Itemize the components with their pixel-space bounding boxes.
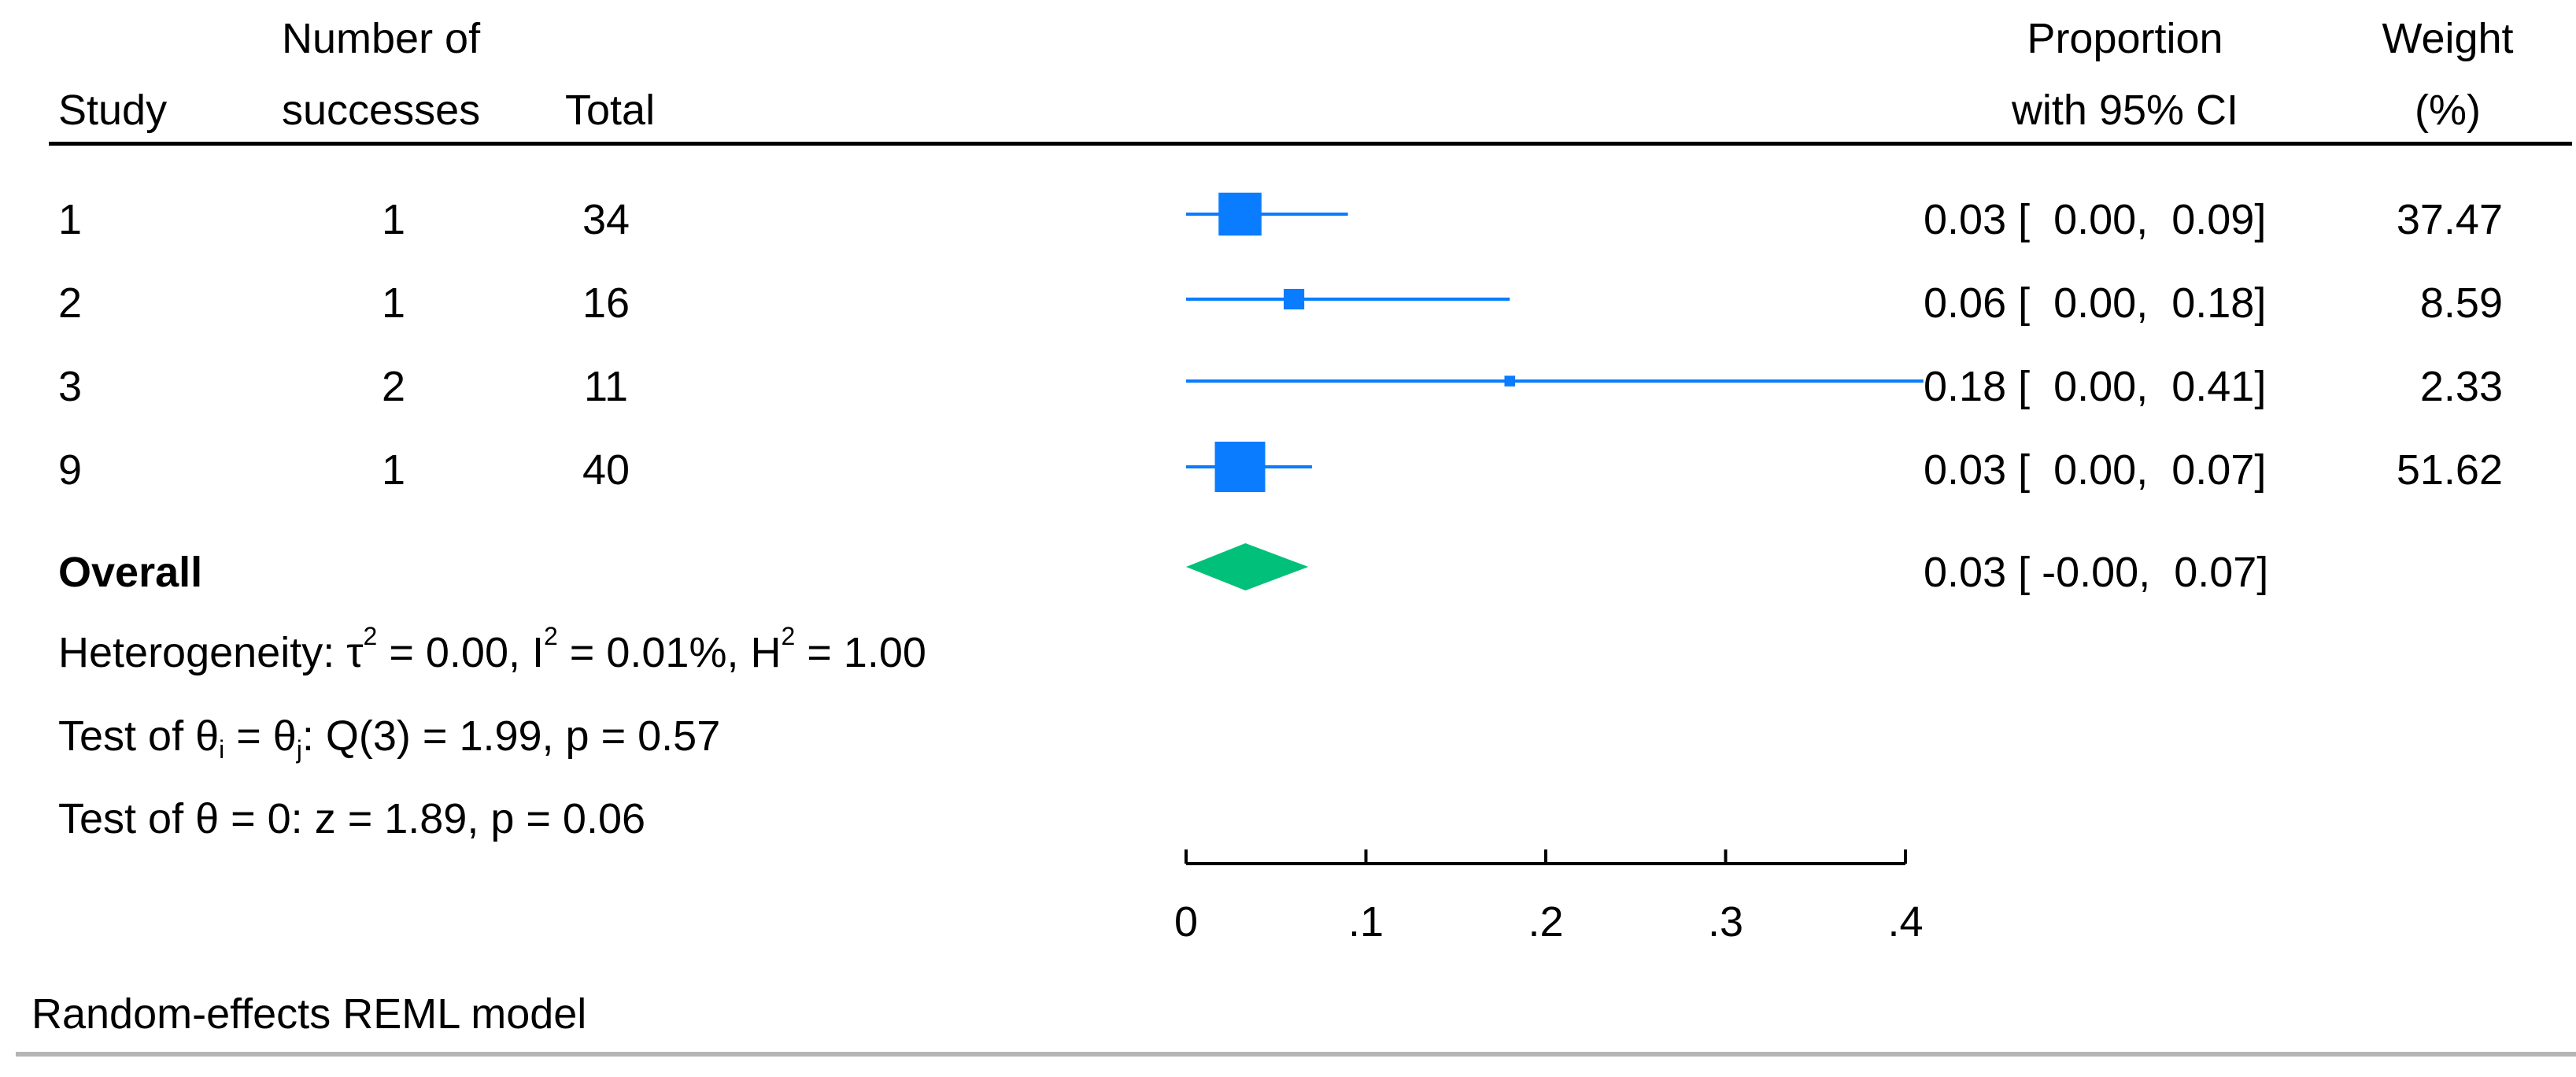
row-3-total: 11 [583, 363, 629, 410]
row-1-ci-text: 0.03 [ 0.00, 0.09] [1924, 196, 2267, 243]
header-successes-line1: Number of [282, 15, 481, 62]
q-sub-i: i [219, 735, 225, 764]
row-3-ci-text: 0.18 [ 0.00, 0.41] [1924, 363, 2267, 410]
model-note: Random-effects REML model [31, 990, 587, 1038]
estimate-marker-study-9 [1214, 442, 1266, 492]
x-tick-label-3: .3 [1708, 898, 1743, 946]
row-2-weight: 8.59 [2419, 279, 2503, 327]
header-rule [49, 142, 2572, 146]
row-2-study: 2 [58, 279, 83, 327]
header-study: Study [58, 87, 168, 134]
row-1-weight: 37.47 [2396, 196, 2503, 243]
header-weight-line2: (%) [2415, 87, 2481, 134]
header-successes-line2: successes [282, 87, 481, 134]
x-tick-label-1: .1 [1348, 898, 1384, 946]
x-tick-label-0: 0 [1174, 898, 1198, 946]
het-mid2: = 0.01%, H [557, 629, 782, 676]
row-1-study: 1 [58, 196, 83, 243]
het-end: = 1.00 [795, 629, 926, 676]
heterogeneity-text: Heterogeneity: τ2 = 0.00, I2 = 0.01%, H2… [58, 624, 926, 676]
row-1-successes: 1 [381, 196, 406, 243]
estimate-marker-study-1 [1218, 192, 1262, 236]
header-total: Total [565, 87, 656, 134]
q-mid: = θ [224, 712, 297, 760]
header-weight-line1: Weight [2382, 15, 2514, 62]
z-test-text: Test of θ = 0: z = 1.89, p = 0.06 [58, 795, 646, 842]
estimate-marker-study-2 [1284, 288, 1305, 310]
row-2-total: 16 [582, 279, 630, 327]
header-proportion-line2: with 95% CI [2011, 87, 2239, 134]
overall-label: Overall [58, 549, 203, 596]
x-tick-label-4: .4 [1887, 898, 1923, 946]
row-4-successes: 1 [381, 446, 406, 494]
q-test-text: Test of θi = θj: Q(3) = 1.99, p = 0.57 [58, 712, 721, 762]
het-sup-h: 2 [781, 622, 796, 650]
estimate-marker-study-3 [1504, 376, 1516, 387]
x-tick-label-2: .2 [1528, 898, 1563, 946]
row-4-total: 40 [582, 446, 630, 494]
header-proportion-line1: Proportion [2027, 15, 2223, 62]
het-sup-i: 2 [544, 622, 558, 650]
het-mid1: = 0.00, I [377, 629, 544, 676]
row-2-successes: 1 [381, 279, 406, 327]
overall-diamond [1186, 543, 1309, 590]
row-3-successes: 2 [381, 363, 406, 410]
row-4-weight: 51.62 [2396, 446, 2503, 494]
row-4-study: 9 [58, 446, 83, 494]
het-sup-tau: 2 [363, 622, 378, 650]
q-sub-j: j [296, 735, 302, 764]
row-3-weight: 2.33 [2419, 363, 2503, 410]
row-4-ci-text: 0.03 [ 0.00, 0.07] [1924, 446, 2267, 494]
q-end: : Q(3) = 1.99, p = 0.57 [301, 712, 721, 760]
het-prefix: Heterogeneity: τ [58, 629, 364, 676]
row-2-ci-text: 0.06 [ 0.00, 0.18] [1924, 279, 2267, 327]
row-1-total: 34 [582, 196, 630, 243]
overall-ci-text: 0.03 [ -0.00, 0.07] [1924, 549, 2269, 596]
footer-rule [16, 1052, 2576, 1057]
row-3-study: 3 [58, 363, 83, 410]
q-prefix: Test of θ [58, 712, 220, 760]
